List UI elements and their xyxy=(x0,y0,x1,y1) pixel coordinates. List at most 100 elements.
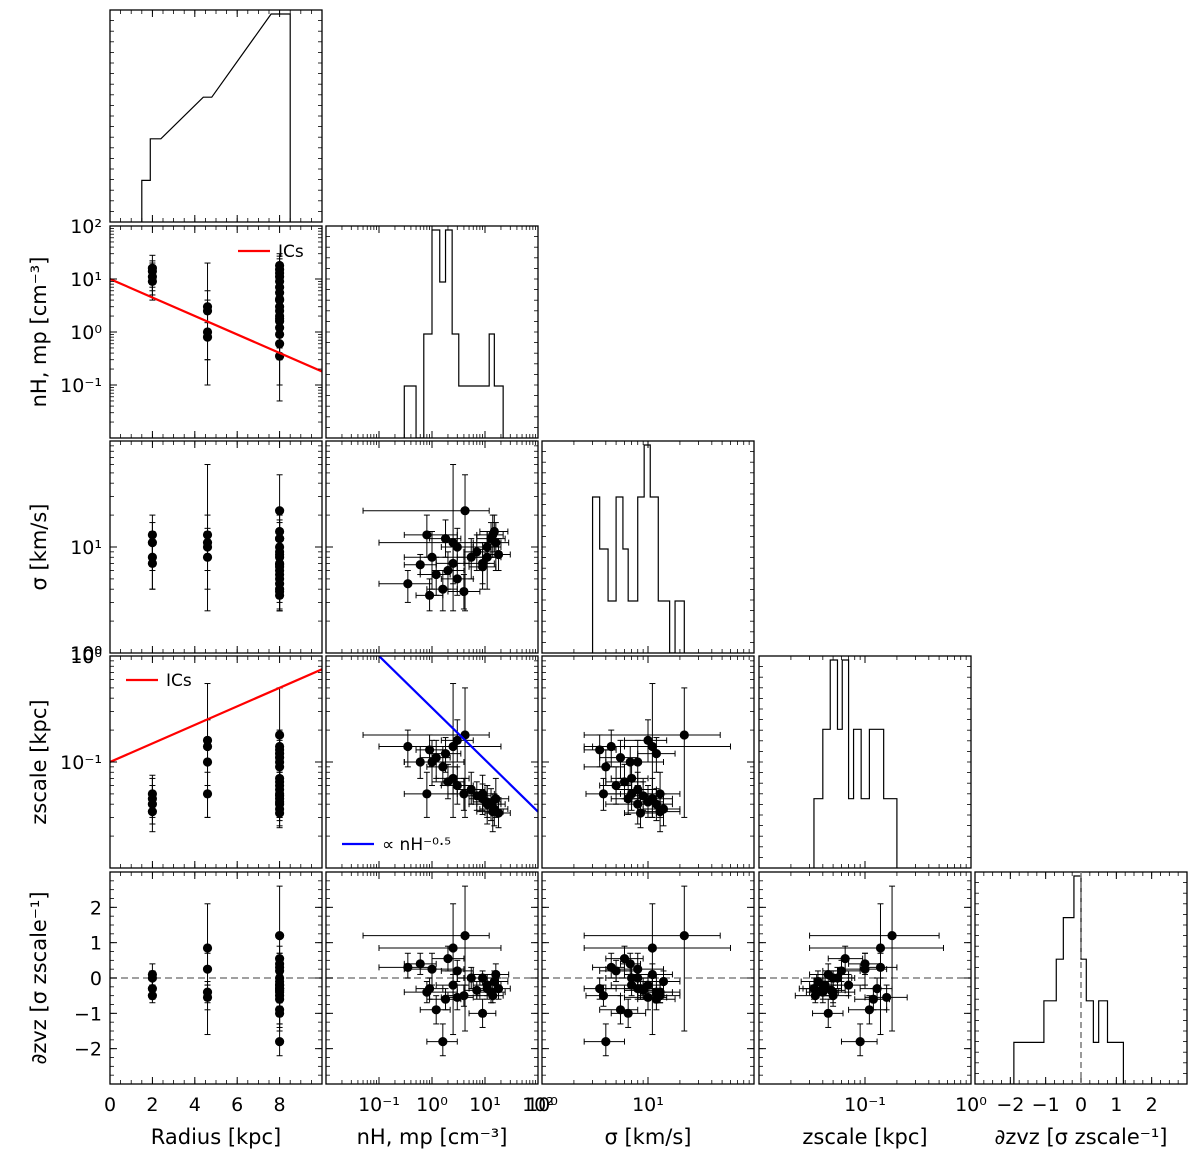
data-point xyxy=(658,976,669,987)
panel-zscale-vs-zscale xyxy=(758,655,972,869)
histogram-sigma xyxy=(591,444,685,653)
histogram-dvz xyxy=(1013,875,1124,1084)
data-point xyxy=(658,804,669,814)
data-point xyxy=(651,749,661,759)
data-point xyxy=(275,808,285,818)
data-point xyxy=(443,953,453,964)
data-point xyxy=(611,966,621,976)
x-tick-label: −2 xyxy=(996,1094,1024,1116)
data-point xyxy=(611,780,621,791)
histogram-nH xyxy=(403,229,504,438)
data-point xyxy=(415,757,425,767)
data-point xyxy=(202,302,213,312)
data-point xyxy=(633,784,643,795)
panel-content xyxy=(362,464,511,612)
data-point xyxy=(202,789,213,799)
data-point xyxy=(855,1037,865,1047)
y-tick-label: 10² xyxy=(70,216,102,238)
panel-nH-vs-radius xyxy=(109,225,323,439)
x-tick-label: 4 xyxy=(189,1094,201,1116)
data-point xyxy=(595,745,605,755)
data-point xyxy=(448,558,458,569)
y-tick-label: −2 xyxy=(74,1039,102,1061)
data-point xyxy=(647,943,657,953)
data-point xyxy=(202,992,213,1003)
y-tick-label: 2 xyxy=(90,897,102,919)
data-point xyxy=(887,931,897,941)
data-point xyxy=(431,1005,441,1015)
panel-nH-vs-nH xyxy=(325,225,539,439)
y-tick-label: 10⁻¹ xyxy=(60,752,102,774)
panel-sigma-vs-sigma xyxy=(541,440,755,654)
data-point xyxy=(489,976,499,987)
data-point xyxy=(679,931,689,941)
data-point xyxy=(643,735,653,745)
data-point xyxy=(625,959,635,969)
panel-frame xyxy=(541,440,755,654)
data-point xyxy=(459,991,469,1001)
x-tick-label: −1 xyxy=(1032,1094,1060,1116)
panel-content xyxy=(362,656,538,833)
y-tick-label: 10⁰ xyxy=(70,643,102,665)
data-point xyxy=(651,994,661,1004)
x-axis-label: ∂zvz [σ zscale⁻¹] xyxy=(994,1125,1167,1149)
data-point xyxy=(403,962,413,973)
y-axis-label: ∂zvz [σ zscale⁻¹] xyxy=(27,891,51,1064)
data-point xyxy=(598,991,609,1001)
data-point xyxy=(415,560,425,570)
panel-content xyxy=(759,885,971,1057)
data-point xyxy=(493,808,504,818)
data-point xyxy=(275,534,285,544)
panel-content xyxy=(542,885,754,1057)
data-point xyxy=(275,313,285,324)
data-point xyxy=(623,1008,633,1018)
data-point xyxy=(601,762,611,772)
data-point xyxy=(147,991,157,1001)
data-point xyxy=(438,584,448,594)
data-point xyxy=(147,558,157,569)
panel-content xyxy=(583,683,731,833)
data-point xyxy=(872,984,882,994)
x-tick-label: 10¹ xyxy=(632,1094,664,1116)
data-point xyxy=(202,735,213,745)
data-point xyxy=(595,984,605,994)
model-line xyxy=(110,668,322,764)
data-point xyxy=(275,1008,285,1018)
y-tick-label: 10⁰ xyxy=(70,322,102,344)
x-tick-label: 2 xyxy=(1146,1094,1158,1116)
x-tick-label: 10⁻¹ xyxy=(844,1094,886,1116)
data-point xyxy=(427,552,437,562)
x-axis-label: σ [km/s] xyxy=(604,1125,691,1149)
data-point xyxy=(147,789,157,799)
data-point xyxy=(452,542,462,552)
legend-label: ICs xyxy=(278,242,304,262)
data-point xyxy=(836,966,847,976)
data-point xyxy=(860,959,870,969)
data-point xyxy=(460,506,470,516)
data-point xyxy=(491,969,501,980)
y-axis-label: zscale [kpc] xyxy=(27,699,51,824)
data-point xyxy=(460,931,470,941)
x-tick-label: 0 xyxy=(104,1094,116,1116)
panel-sigma-vs-radius xyxy=(109,440,323,654)
data-point xyxy=(275,994,285,1004)
data-point xyxy=(202,332,213,342)
panel-dvz-vs-radius xyxy=(109,871,323,1085)
legend-label: ICs xyxy=(166,671,192,691)
x-tick-label: 8 xyxy=(274,1094,286,1116)
panel-radius-vs-radius xyxy=(109,9,323,223)
panel-content xyxy=(110,885,322,1057)
data-point xyxy=(422,789,432,799)
data-point xyxy=(840,953,850,964)
data-point xyxy=(438,1037,448,1047)
data-point xyxy=(275,959,285,969)
data-point xyxy=(625,757,635,767)
data-point xyxy=(601,1037,611,1047)
data-point xyxy=(606,741,616,752)
data-point xyxy=(482,542,492,552)
x-axis-label: Radius [kpc] xyxy=(151,1125,282,1149)
data-point xyxy=(459,586,469,597)
x-tick-label: 10⁻¹ xyxy=(358,1094,400,1116)
data-point xyxy=(147,807,157,817)
